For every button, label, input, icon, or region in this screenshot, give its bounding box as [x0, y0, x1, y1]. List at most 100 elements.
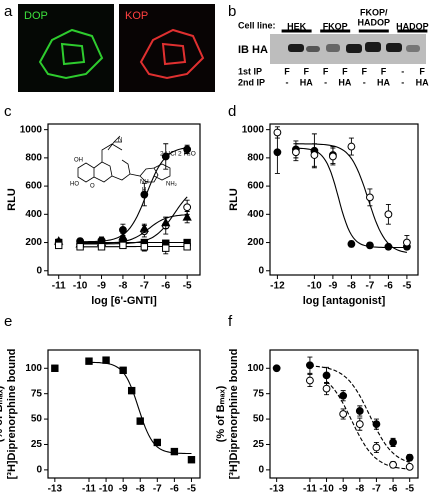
panel-label: e [4, 313, 12, 330]
data-point [119, 366, 127, 375]
atom-label: O [90, 184, 95, 190]
x-tick-label: -10 [99, 484, 114, 495]
panel-label: f [228, 313, 233, 330]
lane-label: F [342, 66, 348, 76]
data-point [339, 391, 348, 400]
data-point [183, 203, 192, 212]
row-label: Cell line: [238, 20, 276, 30]
column-label: FKOP/ [360, 7, 388, 17]
data-point [76, 243, 84, 251]
column-label: HADOP [396, 21, 429, 31]
data-point [272, 364, 281, 373]
atom-label: NH₂ [166, 182, 178, 188]
y-tick-label: 0 [36, 265, 42, 276]
x-axis-label: log [antagonist] [303, 295, 386, 307]
x-tick-label: -6 [161, 281, 170, 292]
y-axis-label: [³H]Diprenorphine bound [228, 349, 240, 480]
y-tick-label: 400 [25, 209, 42, 220]
lane-label: F [304, 66, 310, 76]
x-tick-label: -5 [183, 281, 192, 292]
data-point [384, 210, 393, 219]
data-point [85, 357, 93, 365]
data-point [339, 410, 348, 418]
data-point [183, 243, 191, 251]
blot-bands [288, 42, 420, 53]
y-tick-label: 1000 [242, 124, 265, 135]
atom-label: H [142, 188, 146, 194]
data-point [355, 420, 364, 429]
data-point [119, 241, 127, 250]
fit-curve [80, 147, 188, 243]
column-label: HADOP [358, 17, 391, 27]
data-point [102, 356, 110, 364]
x-axis-label: log [6'-GNTI] [91, 295, 157, 307]
x-tick-label: -10 [307, 281, 322, 292]
x-tick-label: -9 [97, 281, 106, 292]
column-label: FKOP [323, 21, 348, 31]
x-tick-label: -6 [384, 281, 393, 292]
plot-frame [47, 123, 201, 276]
y-tick-label: 0 [36, 465, 42, 476]
data-point [384, 242, 393, 251]
inset-label: 2 HCl 2 H₂O [160, 151, 196, 158]
data-point [405, 462, 414, 471]
x-tick-label: -11 [303, 484, 317, 495]
lane-label: HA [377, 77, 390, 87]
data-point [306, 376, 314, 385]
data-point [139, 223, 149, 232]
atom-label: NH [140, 180, 149, 186]
y-tick-label: 100 [25, 363, 42, 374]
lane-label: F [361, 66, 367, 76]
y-tick-label: 100 [247, 363, 264, 374]
fit-curve [80, 196, 188, 245]
data-point [187, 456, 196, 464]
x-tick-label: -7 [365, 281, 374, 292]
data-point [372, 443, 381, 452]
x-tick-label: -8 [118, 281, 127, 292]
y-tick-label: 600 [247, 181, 264, 192]
x-tick-label: -13 [269, 484, 284, 495]
data-point [405, 453, 414, 462]
y-tick-label: 800 [25, 153, 42, 164]
column-label: HEK [287, 21, 307, 31]
x-tick-label: -5 [405, 484, 414, 495]
lane-label: HA [416, 77, 429, 87]
plot-frame [47, 349, 201, 479]
y-tick-label: 75 [31, 388, 43, 399]
x-tick-label: -8 [355, 484, 364, 495]
x-tick-label: -9 [328, 281, 337, 292]
data-point [97, 243, 106, 251]
x-tick-label: -7 [372, 484, 381, 495]
y-tick-label: 800 [247, 153, 264, 164]
lane-label: - [324, 77, 327, 87]
fit-curve [295, 147, 407, 249]
cell-outline [38, 28, 104, 80]
x-tick-label: -11 [52, 281, 66, 292]
lane-label: - [286, 77, 289, 87]
y-tick-label: 200 [25, 237, 42, 248]
data-point [347, 240, 356, 248]
data-point [273, 128, 282, 137]
data-point [127, 386, 136, 395]
data-point [140, 190, 149, 199]
data-point [182, 212, 192, 221]
data-point [162, 244, 170, 252]
panel-label: c [4, 103, 12, 120]
fit-curve [309, 365, 410, 463]
x-tick-label: -7 [140, 281, 149, 292]
y-tick-label: 25 [253, 439, 265, 450]
panel-label: b [228, 3, 236, 20]
data-point [55, 241, 63, 250]
y-axis-label: (% of Bₘₐₓ) [215, 385, 227, 442]
y-tick-label: 25 [31, 439, 43, 450]
data-point [366, 193, 374, 202]
y-tick-label: 0 [258, 465, 264, 476]
y-axis-label: RLU [6, 188, 18, 211]
data-point [355, 407, 364, 415]
data-point [329, 152, 337, 161]
lane-label: - [401, 77, 404, 87]
data-point [372, 420, 381, 429]
data-point [389, 438, 397, 447]
fit-curve [295, 143, 407, 253]
data-point [183, 145, 192, 154]
